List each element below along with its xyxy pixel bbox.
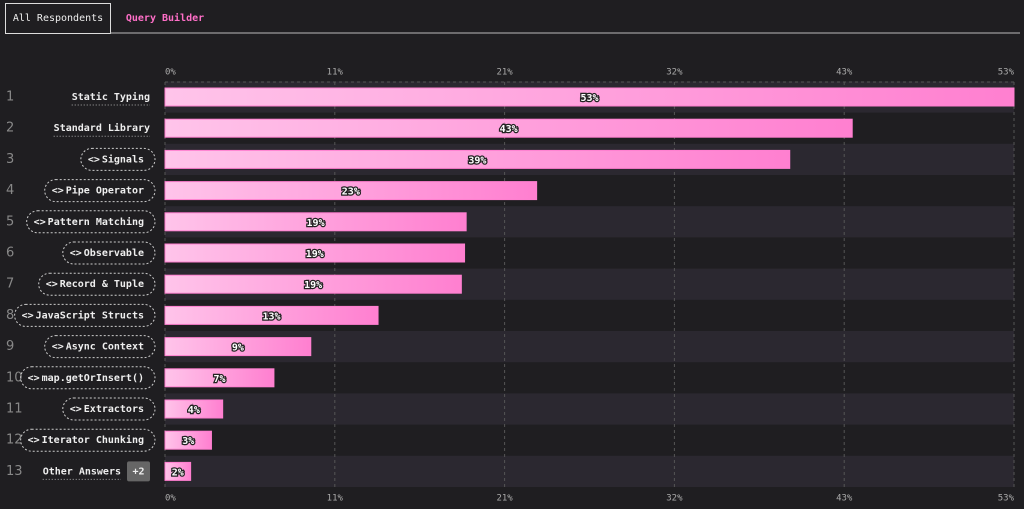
category-label: Signals bbox=[102, 153, 144, 165]
value-label: 7% bbox=[213, 374, 225, 385]
bar[interactable] bbox=[164, 274, 462, 294]
bar[interactable] bbox=[164, 149, 791, 169]
category-label: Other Answers bbox=[43, 466, 121, 477]
rank: 7 bbox=[6, 277, 14, 292]
rank: 3 bbox=[6, 152, 14, 167]
bar[interactable] bbox=[164, 181, 538, 201]
value-label: 13% bbox=[262, 311, 280, 322]
rank: 13 bbox=[6, 464, 23, 479]
code-icon: <> bbox=[34, 217, 46, 228]
x-tick-label: 11% bbox=[327, 494, 344, 504]
category-label: Iterator Chunking bbox=[42, 434, 144, 446]
x-tick-label: 32% bbox=[666, 68, 683, 78]
x-tick-label: 21% bbox=[496, 68, 513, 78]
category-label: Pattern Matching bbox=[48, 216, 144, 228]
code-icon: <> bbox=[70, 404, 82, 415]
code-icon: <> bbox=[28, 373, 40, 384]
rank: 1 bbox=[6, 90, 14, 105]
x-tick-label: 0% bbox=[165, 68, 176, 78]
value-label: 19% bbox=[306, 249, 324, 260]
value-label: 53% bbox=[580, 93, 598, 104]
rank: 11 bbox=[6, 402, 23, 417]
category-label: Standard Library bbox=[54, 122, 150, 134]
bar[interactable] bbox=[164, 87, 1015, 107]
rank: 6 bbox=[6, 246, 14, 261]
value-label: 9% bbox=[232, 343, 244, 354]
rank: 10 bbox=[6, 370, 23, 385]
code-icon: <> bbox=[88, 154, 100, 165]
rank: 9 bbox=[6, 339, 14, 354]
value-label: 2% bbox=[172, 467, 184, 478]
badge bbox=[127, 461, 150, 482]
bar[interactable] bbox=[164, 243, 466, 263]
category-label: Observable bbox=[84, 248, 144, 259]
x-tick-label: 43% bbox=[836, 68, 853, 78]
category-label: map.getOrInsert() bbox=[42, 373, 144, 384]
bar[interactable] bbox=[164, 430, 212, 450]
x-tick-label: 53% bbox=[998, 494, 1015, 504]
proposal-pill bbox=[26, 210, 156, 234]
category-label: Async Context bbox=[66, 342, 144, 353]
row-stripe bbox=[165, 393, 1014, 425]
value-label: 39% bbox=[468, 155, 486, 166]
bar[interactable] bbox=[164, 368, 275, 388]
code-icon: <> bbox=[22, 310, 34, 321]
tab-label[interactable]: Query Builder bbox=[126, 12, 204, 24]
value-label: 43% bbox=[500, 124, 518, 135]
tab-active[interactable] bbox=[5, 3, 111, 34]
rank: 4 bbox=[6, 183, 14, 198]
bar[interactable] bbox=[164, 399, 224, 419]
bar[interactable] bbox=[164, 337, 312, 357]
category-label: Extractors bbox=[84, 404, 144, 415]
value-label: 23% bbox=[342, 187, 360, 198]
proposal-pill bbox=[38, 272, 156, 296]
value-label: 4% bbox=[188, 405, 200, 416]
value-label: 3% bbox=[182, 436, 194, 447]
bar[interactable] bbox=[164, 305, 379, 325]
x-tick-label: 0% bbox=[165, 494, 176, 504]
value-label: 19% bbox=[307, 218, 325, 229]
rank: 12 bbox=[6, 433, 23, 448]
rank: 5 bbox=[6, 214, 14, 229]
proposal-pill bbox=[44, 335, 156, 359]
category-label: Pipe Operator bbox=[66, 185, 144, 197]
tab-label[interactable]: All Respondents bbox=[13, 13, 103, 24]
rank: 2 bbox=[6, 121, 14, 136]
proposal-pill bbox=[14, 303, 156, 327]
code-icon: <> bbox=[46, 279, 58, 290]
bar[interactable] bbox=[164, 212, 467, 232]
x-tick-label: 11% bbox=[327, 68, 344, 78]
x-tick-label: 21% bbox=[496, 494, 513, 504]
category-label: Static Typing bbox=[72, 91, 150, 103]
code-icon: <> bbox=[28, 435, 40, 446]
badge-label[interactable]: +2 bbox=[132, 466, 144, 477]
proposal-pill bbox=[20, 366, 156, 390]
bar[interactable] bbox=[164, 118, 853, 138]
code-icon: <> bbox=[70, 248, 82, 259]
proposal-pill bbox=[20, 428, 156, 452]
code-icon: <> bbox=[52, 186, 64, 197]
bar[interactable] bbox=[164, 461, 192, 481]
proposal-pill bbox=[80, 147, 156, 171]
category-label: Record & Tuple bbox=[60, 279, 144, 290]
x-tick-label: 43% bbox=[836, 494, 853, 504]
x-tick-label: 53% bbox=[998, 68, 1015, 78]
category-label: JavaScript Structs bbox=[36, 309, 144, 321]
code-icon: <> bbox=[52, 342, 64, 353]
rank: 8 bbox=[6, 308, 14, 323]
proposal-pill bbox=[44, 179, 156, 203]
value-label: 19% bbox=[304, 280, 322, 291]
x-tick-label: 32% bbox=[666, 494, 683, 504]
row-stripe bbox=[165, 455, 1014, 487]
